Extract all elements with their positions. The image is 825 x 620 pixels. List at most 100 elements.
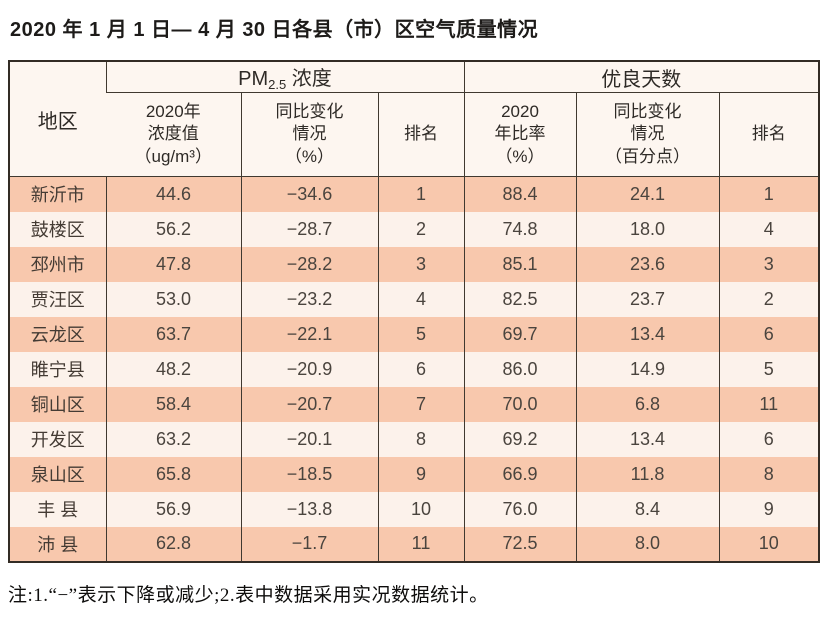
cell-ratio: 69.7 [463,316,576,352]
column-header-ratio-change: 同比变化 情况 （百分点） [575,92,719,177]
cell-pm_change: −18.5 [240,456,378,492]
table-row: 鼓楼区 56.2 −28.7 2 74.8 18.0 4 [9,211,820,247]
cell-ratio_change: 8.4 [575,491,719,527]
cell-pm_change: −20.7 [240,386,378,422]
cell-ratio_rank: 8 [718,456,820,492]
cell-ratio_rank: 5 [718,351,820,387]
table-row: 泉山区 65.8 −18.5 9 66.9 11.8 8 [9,456,820,492]
cell-region: 新沂市 [9,176,106,212]
cell-ratio_rank: 11 [718,386,820,422]
cell-ratio_change: 13.4 [575,421,719,457]
cell-pm_value: 58.4 [105,386,241,422]
pm25-label-prefix: PM [238,68,269,90]
cell-ratio: 66.9 [463,456,576,492]
cell-region: 邳州市 [9,246,106,282]
cell-ratio: 82.5 [463,281,576,317]
cell-region: 鼓楼区 [9,211,106,247]
pm25-label-suffix: 浓度 [286,68,332,90]
cell-pm_rank: 9 [377,456,464,492]
cell-ratio_rank: 3 [718,246,820,282]
table-row: 邳州市 47.8 −28.2 3 85.1 23.6 3 [9,246,820,282]
cell-ratio: 69.2 [463,421,576,457]
table-row: 开发区 63.2 −20.1 8 69.2 13.4 6 [9,421,820,457]
cell-ratio: 72.5 [463,526,576,562]
cell-ratio_change: 6.8 [575,386,719,422]
cell-pm_change: −20.9 [240,351,378,387]
cell-pm_value: 65.8 [105,456,241,492]
sub-header-row: 2020年 浓度值 （ug/m³） 同比变化 情况 （%） 排名 2020 年比… [9,92,820,177]
cell-region: 沛 县 [9,526,106,562]
cell-ratio_change: 13.4 [575,316,719,352]
cell-ratio: 85.1 [463,246,576,282]
cell-ratio_change: 8.0 [575,526,719,562]
cell-pm_change: −23.2 [240,281,378,317]
table-row: 贾汪区 53.0 −23.2 4 82.5 23.7 2 [9,281,820,317]
column-header-ratio: 2020 年比率 （%） [463,92,576,177]
cell-pm_value: 63.2 [105,421,241,457]
cell-ratio: 76.0 [463,491,576,527]
table-row: 铜山区 58.4 −20.7 7 70.0 6.8 11 [9,386,820,422]
cell-pm_rank: 11 [377,526,464,562]
cell-pm_value: 62.8 [105,526,241,562]
cell-pm_value: 63.7 [105,316,241,352]
cell-pm_change: −28.2 [240,246,378,282]
cell-pm_change: −22.1 [240,316,378,352]
cell-region: 云龙区 [9,316,106,352]
table-row: 丰 县 56.9 −13.8 10 76.0 8.4 9 [9,491,820,527]
cell-ratio_change: 14.9 [575,351,719,387]
column-header-pm-value: 2020年 浓度值 （ug/m³） [106,92,241,177]
table-body: 新沂市 44.6 −34.6 1 88.4 24.1 1 鼓楼区 56.2 −28.7 2 74.8 1… [9,176,820,562]
cell-pm_rank: 4 [377,281,464,317]
column-header-pm-rank: 排名 [377,92,464,177]
group-header-row: 地区 PM2.5 浓度 优良天数 [9,61,820,177]
column-group-pm25: PM2.5 浓度 [105,61,464,93]
footnote: 注:1.“−”表示下降或减少;2.表中数据采用实况数据统计。 [8,584,489,606]
cell-ratio: 70.0 [463,386,576,422]
cell-pm_rank: 6 [377,351,464,387]
cell-region: 丰 县 [9,491,106,527]
cell-ratio_change: 11.8 [575,456,719,492]
table-row: 云龙区 63.7 −22.1 5 69.7 13.4 6 [9,316,820,352]
cell-pm_value: 44.6 [105,176,241,212]
page-title: 2020 年 1 月 1 日— 4 月 30 日各县（市）区空气质量情况 [10,19,539,41]
cell-pm_change: −28.7 [240,211,378,247]
cell-ratio_rank: 2 [718,281,820,317]
cell-pm_rank: 3 [377,246,464,282]
air-quality-table: 地区 PM2.5 浓度 优良天数 2020年 浓度值 （ug/m³） 同比变化 … [8,60,821,563]
cell-pm_rank: 7 [377,386,464,422]
column-header-region: 地区 [9,61,106,177]
cell-pm_change: −20.1 [240,421,378,457]
cell-region: 贾汪区 [9,281,106,317]
cell-pm_rank: 2 [377,211,464,247]
cell-pm_value: 47.8 [105,246,241,282]
cell-ratio_change: 18.0 [575,211,719,247]
cell-pm_rank: 10 [377,491,464,527]
cell-pm_value: 53.0 [105,281,241,317]
cell-pm_rank: 8 [377,421,464,457]
cell-ratio_rank: 6 [718,316,820,352]
cell-ratio_rank: 10 [718,526,820,562]
cell-pm_rank: 1 [377,176,464,212]
pm25-subscript: 2.5 [268,77,287,92]
column-group-good-days: 优良天数 [463,61,820,93]
cell-ratio_change: 24.1 [575,176,719,212]
cell-ratio_rank: 4 [718,211,820,247]
cell-pm_rank: 5 [377,316,464,352]
cell-pm_change: −34.6 [240,176,378,212]
column-header-pm-change: 同比变化 情况 （%） [240,92,378,177]
column-header-ratio-rank: 排名 [718,92,820,177]
cell-pm_value: 56.9 [105,491,241,527]
cell-pm_value: 48.2 [105,351,241,387]
cell-region: 泉山区 [9,456,106,492]
cell-pm_value: 56.2 [105,211,241,247]
table-row: 新沂市 44.6 −34.6 1 88.4 24.1 1 [9,176,820,212]
cell-pm_change: −1.7 [240,526,378,562]
cell-region: 铜山区 [9,386,106,422]
table-row: 睢宁县 48.2 −20.9 6 86.0 14.9 5 [9,351,820,387]
table-row: 沛 县 62.8 −1.7 11 72.5 8.0 10 [9,526,820,562]
cell-ratio_change: 23.7 [575,281,719,317]
cell-region: 睢宁县 [9,351,106,387]
cell-ratio_rank: 9 [718,491,820,527]
cell-ratio: 88.4 [463,176,576,212]
